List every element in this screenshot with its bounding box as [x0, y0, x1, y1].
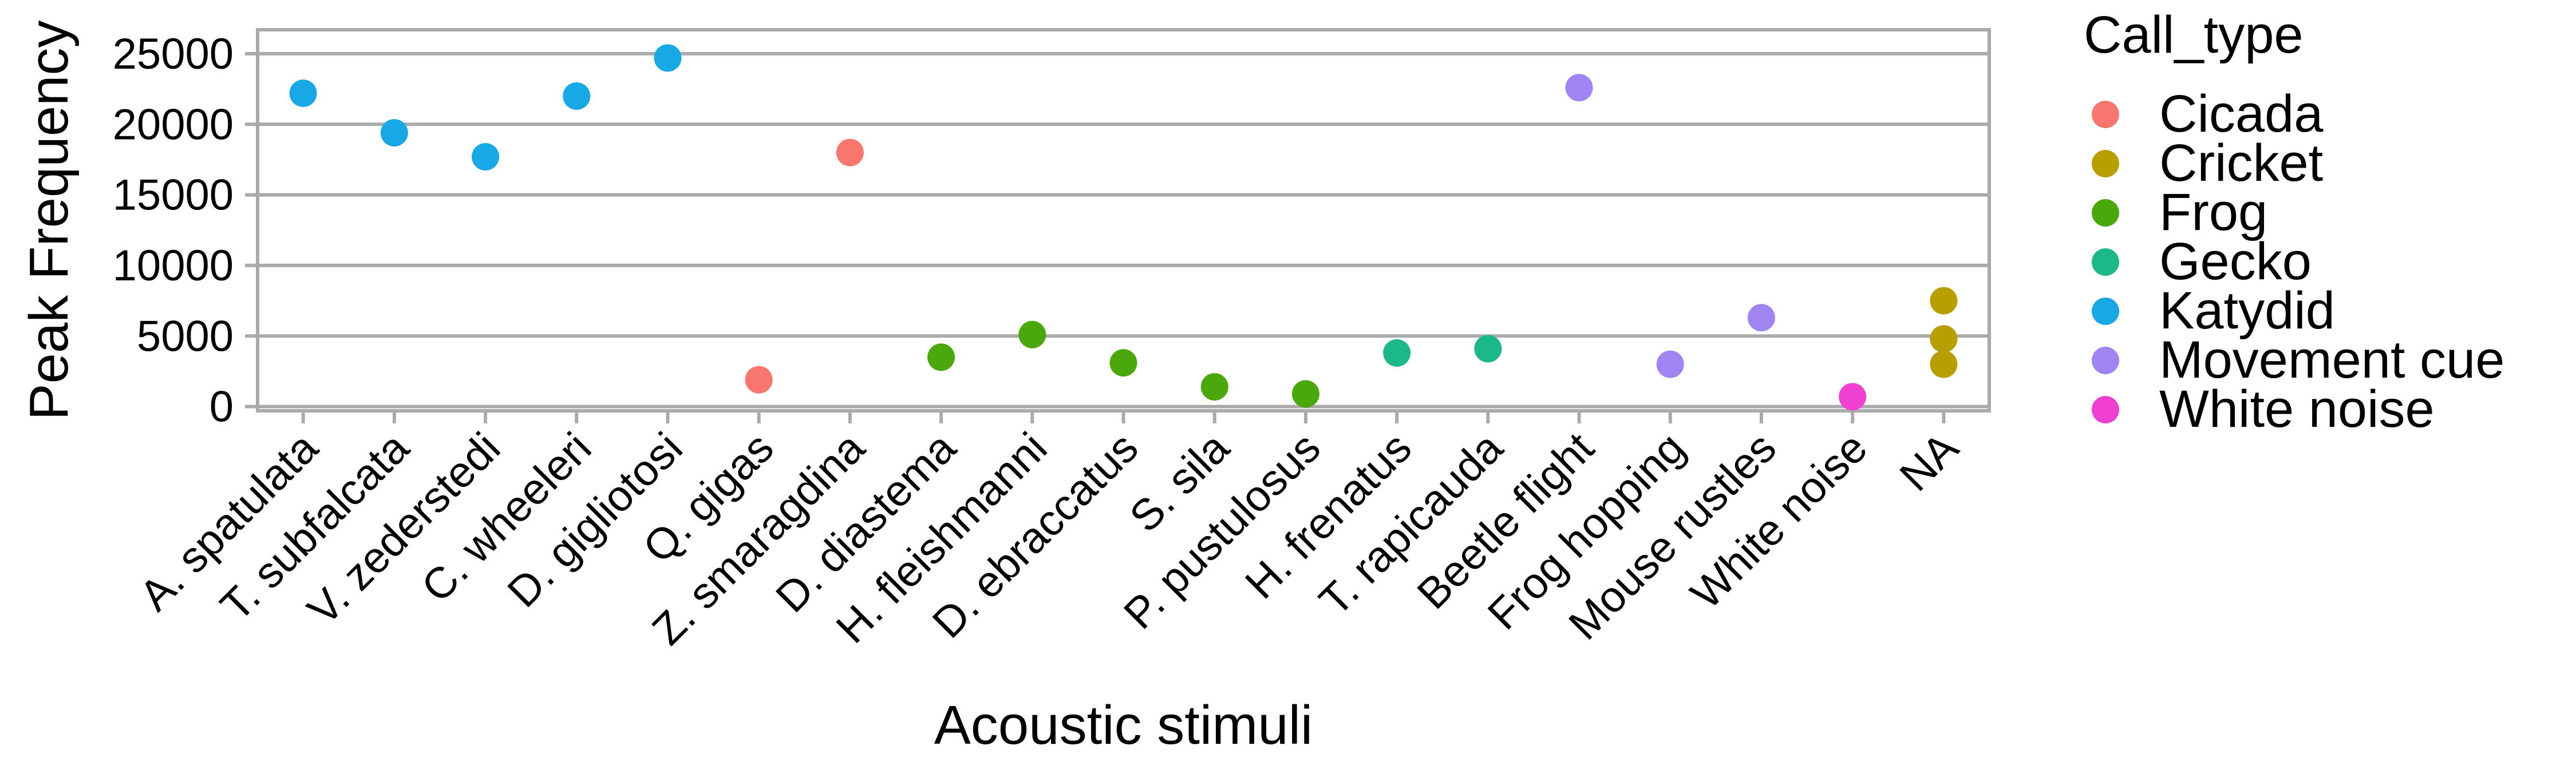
legend-label-4: Katydid: [2159, 282, 2335, 340]
point-movement-cue-2: [1747, 304, 1775, 332]
point-frog-4: [1291, 380, 1319, 408]
x-tick-label-18: NA: [1891, 423, 1968, 501]
y-axis-title: Peak Frequency: [18, 20, 80, 420]
point-cricket-0: [1930, 287, 1958, 315]
y-tick-label-0: 0: [210, 383, 234, 431]
legend-key-2: [2092, 199, 2119, 227]
legend-label-5: Movement cue: [2159, 331, 2504, 389]
point-movement-cue-1: [1656, 350, 1684, 378]
legend-label-0: Cicada: [2159, 85, 2324, 143]
data-points: [289, 44, 1958, 411]
point-cicada-1: [836, 138, 864, 167]
point-frog-3: [1200, 373, 1228, 401]
legend-key-1: [2092, 150, 2119, 177]
y-tick-label-5: 25000: [113, 30, 234, 78]
legend-label-6: White noise: [2159, 380, 2435, 438]
point-frog-1: [1018, 320, 1046, 348]
point-frog-2: [1109, 349, 1137, 377]
y-tick-label-1: 5000: [137, 312, 234, 360]
legend-key-4: [2092, 298, 2119, 325]
legend-key-3: [2092, 248, 2119, 276]
point-katydid-0: [289, 80, 317, 107]
legend-key-0: [2092, 101, 2119, 128]
legend-label-2: Frog: [2159, 183, 2267, 241]
point-cicada-0: [745, 366, 773, 394]
point-katydid-1: [380, 119, 408, 147]
y-tick-label-3: 15000: [113, 171, 234, 220]
x-axis-title: Acoustic stimuli: [934, 695, 1313, 756]
point-white-noise-0: [1839, 383, 1867, 411]
grid-lines: [258, 51, 1989, 409]
point-gecko-1: [1474, 335, 1502, 363]
legend-label-3: Gecko: [2159, 232, 2312, 291]
point-cricket-2: [1930, 350, 1958, 378]
point-frog-0: [927, 343, 955, 371]
point-katydid-3: [563, 82, 591, 110]
point-gecko-0: [1383, 339, 1411, 367]
legend-label-1: Cricket: [2159, 134, 2323, 192]
point-katydid-2: [472, 143, 500, 171]
y-tick-label-2: 10000: [113, 241, 234, 290]
legend: Call_type CicadaCricketFrogGeckoKatydidM…: [2084, 6, 2504, 438]
legend-key-6: [2092, 396, 2119, 423]
y-tick-label-4: 20000: [113, 100, 234, 149]
legend-key-5: [2092, 347, 2119, 374]
point-cricket-1: [1930, 325, 1958, 353]
legend-title: Call_type: [2084, 6, 2304, 64]
point-katydid-4: [654, 44, 682, 72]
point-movement-cue-0: [1565, 74, 1593, 102]
